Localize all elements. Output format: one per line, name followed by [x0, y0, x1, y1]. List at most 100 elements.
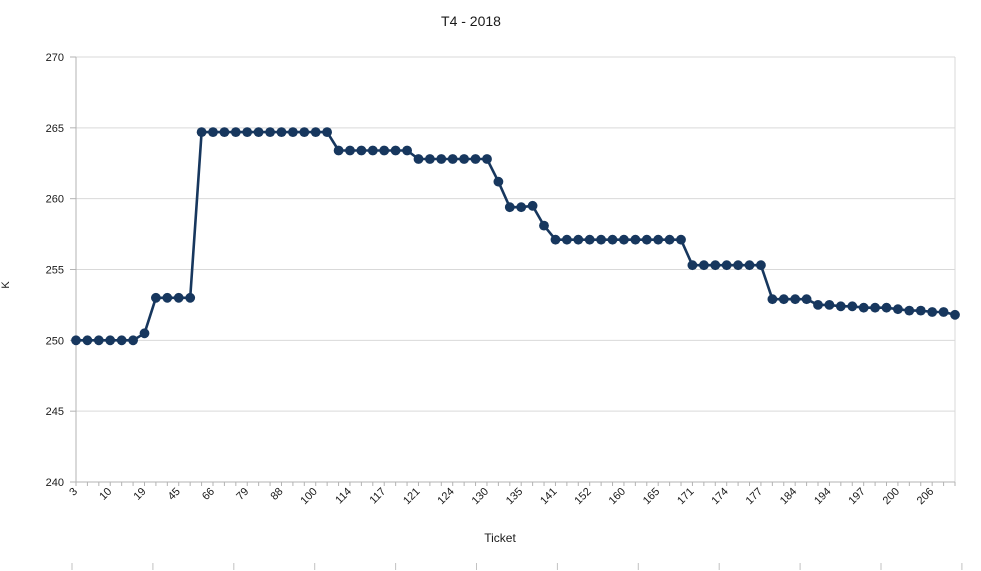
data-point — [322, 127, 332, 137]
x-tick-label: 135 — [504, 486, 525, 507]
data-point — [219, 127, 230, 137]
data-point — [253, 127, 264, 137]
x-tick-label: 100 — [298, 486, 319, 507]
data-point — [687, 260, 698, 271]
data-point — [858, 302, 869, 313]
data-point — [265, 127, 275, 137]
x-tick-label: 174 — [709, 486, 730, 507]
data-point — [242, 127, 253, 137]
data-point — [847, 301, 858, 312]
y-tick-label: 260 — [46, 194, 64, 206]
data-point — [82, 335, 93, 346]
data-point — [310, 127, 321, 137]
x-tick-label: 45 — [166, 486, 183, 503]
data-point — [139, 328, 150, 339]
data-point — [904, 305, 915, 316]
data-point — [950, 309, 960, 320]
data-point — [893, 304, 903, 315]
data-point — [562, 234, 572, 245]
data-point — [162, 292, 173, 303]
data-point — [93, 335, 104, 346]
data-point — [276, 127, 287, 137]
data-point — [356, 145, 367, 156]
data-point — [390, 145, 401, 156]
data-point — [619, 234, 629, 245]
data-point — [733, 260, 743, 271]
x-tick-label: 184 — [778, 486, 799, 507]
data-point — [584, 234, 595, 245]
y-tick-label: 265 — [46, 123, 64, 135]
data-point — [493, 176, 504, 187]
x-tick-label: 121 — [401, 486, 422, 507]
x-tick-label: 206 — [915, 486, 936, 507]
data-point — [470, 154, 481, 164]
y-tick-label: 245 — [46, 406, 64, 418]
x-tick-label: 124 — [435, 486, 456, 507]
data-point — [539, 220, 549, 231]
data-point — [653, 234, 664, 245]
data-point — [641, 234, 652, 245]
data-point — [333, 145, 344, 156]
x-tick-label: 3 — [67, 486, 80, 499]
x-tick-label: 79 — [234, 486, 251, 503]
x-tick-label: 10 — [97, 486, 114, 503]
x-tick-label: 200 — [881, 486, 902, 507]
data-point — [767, 294, 778, 305]
data-point — [881, 302, 892, 313]
data-point — [196, 127, 207, 137]
chart-title: T4 - 2018 — [441, 13, 501, 29]
data-point — [116, 335, 127, 346]
data-point — [208, 127, 218, 137]
data-point — [676, 234, 686, 245]
x-axis-title: Ticket — [484, 531, 516, 545]
data-point — [151, 292, 161, 303]
data-point — [721, 260, 732, 271]
data-point — [813, 300, 823, 310]
data-point — [173, 292, 184, 303]
data-point — [607, 234, 618, 245]
data-point — [413, 154, 424, 164]
x-tick-label: 117 — [367, 486, 388, 507]
x-tick-label: 171 — [675, 486, 696, 507]
data-point — [185, 292, 196, 303]
y-tick-label: 270 — [46, 52, 64, 64]
data-point — [425, 154, 435, 164]
data-point — [436, 154, 447, 164]
x-tick-label: 194 — [812, 486, 833, 507]
data-point — [744, 260, 755, 271]
data-point — [128, 335, 139, 346]
data-point — [367, 145, 378, 156]
x-tick-label: 141 — [538, 486, 559, 507]
data-point — [801, 294, 812, 305]
data-point — [71, 335, 81, 346]
y-tick-label: 250 — [46, 335, 64, 347]
x-tick-label: 130 — [470, 486, 491, 507]
data-point — [756, 260, 766, 271]
data-point — [345, 145, 355, 156]
x-tick-label: 88 — [268, 486, 285, 503]
data-point — [402, 145, 412, 156]
x-tick-label: 165 — [641, 486, 662, 507]
data-point — [915, 305, 926, 316]
data-point — [835, 301, 846, 312]
y-tick-label: 255 — [46, 265, 64, 277]
data-point — [299, 127, 310, 137]
x-tick-label: 160 — [607, 486, 628, 507]
x-tick-label: 19 — [131, 486, 148, 503]
data-point — [778, 294, 789, 305]
x-tick-label: 152 — [572, 486, 593, 507]
data-point — [824, 300, 835, 310]
data-point — [927, 307, 938, 317]
x-tick-label: 66 — [200, 486, 217, 503]
y-axis-title: K — [0, 281, 12, 289]
data-point — [699, 260, 709, 271]
data-point — [288, 127, 298, 137]
y-tick-label: 240 — [46, 477, 64, 489]
data-point — [630, 234, 641, 245]
data-point — [459, 154, 469, 164]
data-point — [516, 202, 527, 213]
data-point — [504, 202, 515, 213]
data-point — [790, 294, 801, 305]
data-point — [379, 145, 390, 156]
